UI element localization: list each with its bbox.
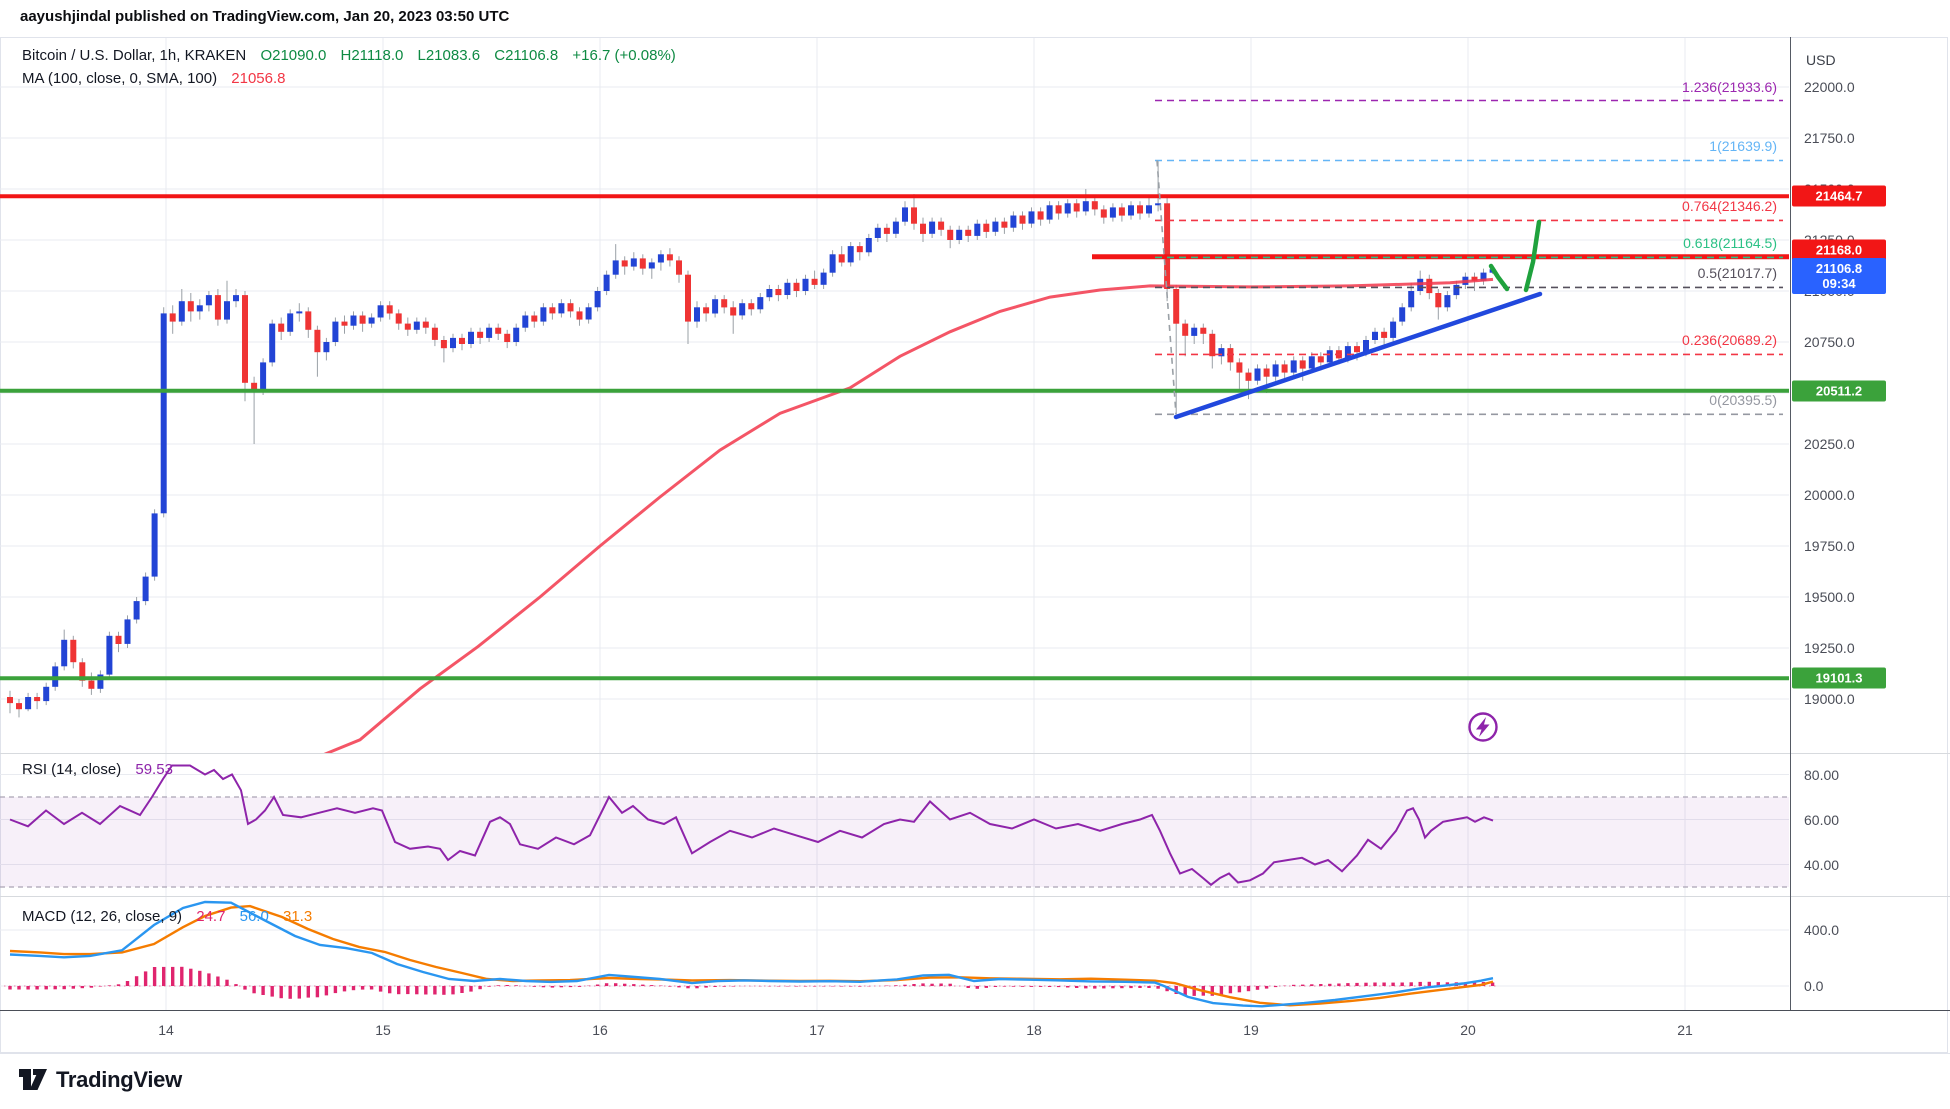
ma-value: 21056.8: [231, 70, 286, 87]
rsi-line: [9, 764, 1494, 887]
level-price-badge: 19101.3: [1792, 667, 1886, 689]
time-tick-label: 14: [158, 1022, 174, 1038]
time-tick-label: 16: [592, 1022, 608, 1038]
support-resistance-lines: [0, 194, 1789, 681]
rsi-label: RSI (14, close): [22, 761, 122, 778]
rsi-tick-label: 60.00: [1804, 811, 1840, 828]
level-price-badge: 21464.7: [1792, 185, 1886, 207]
current-price-badge: 21106.8: [1815, 261, 1863, 277]
gridlines: [0, 38, 1789, 1010]
ma-line: [323, 277, 1494, 753]
time-tick-label: 15: [375, 1022, 391, 1038]
tradingview-logo[interactable]: TradingView: [18, 1066, 182, 1094]
time-tick-label: 21: [1677, 1022, 1693, 1038]
ohlc-low: L21083.6: [417, 47, 481, 64]
macd-line-value: 56.0: [239, 908, 269, 925]
pane-separator-macd[interactable]: [0, 896, 1950, 897]
ohlc-close: C21106.8: [494, 47, 559, 64]
price-tick-label: 19000.0: [1804, 691, 1855, 707]
symbol-legend[interactable]: Bitcoin / U.S. Dollar, 1h, KRAKEN O21090…: [22, 47, 676, 64]
macd-line: [9, 900, 1494, 1008]
fib-level-label: 0.5(21017.7): [1697, 265, 1777, 282]
fib-level-label: 0.764(21346.2): [1682, 198, 1777, 215]
green-arrow-mark: [1523, 219, 1542, 293]
tradingview-logo-icon: [19, 1069, 47, 1090]
price-tick-label: 21750.0: [1804, 130, 1855, 146]
macd-legend[interactable]: MACD (12, 26, close, 9) 24.7 56.0 31.3: [22, 908, 312, 925]
chart-frame: [0, 37, 1948, 1053]
candles: [7, 160, 1496, 718]
price-tick-label: 20000.0: [1804, 487, 1855, 503]
macd-hist-value: 24.7: [196, 908, 226, 925]
fib-level-label: 0.236(20689.2): [1682, 332, 1777, 349]
fib-level-label: 0(20395.5): [1709, 392, 1777, 409]
price-tick-label: 20750.0: [1804, 334, 1855, 350]
rsi-band: [0, 797, 1789, 887]
fib-level-label: 0.618(21164.5): [1683, 235, 1777, 252]
rsi-tick-label: 80.00: [1804, 766, 1840, 783]
price-tick-label: 22000.0: [1804, 79, 1855, 95]
currency-label: USD: [1806, 52, 1836, 68]
lightning-icon: [1468, 712, 1498, 742]
macd-signal-value: 31.3: [282, 908, 313, 925]
price-tick-label: 19500.0: [1804, 589, 1855, 605]
price-tick-label: 20250.0: [1804, 436, 1855, 452]
time-tick-label: 17: [809, 1022, 825, 1038]
trendline: [1173, 291, 1543, 420]
fib-retracement: [1155, 99, 1783, 416]
ohlc-open: O21090.0: [260, 47, 327, 64]
level-price-badge: 21168.0: [1792, 239, 1886, 261]
green-arrow-mark: [1488, 263, 1510, 292]
price-tick-label: 19750.0: [1804, 538, 1855, 554]
tradingview-logo-text: TradingView: [56, 1067, 182, 1092]
time-tick-label: 19: [1243, 1022, 1259, 1038]
price-tick-label: 19250.0: [1804, 640, 1855, 656]
time-axis-bottom-border: [0, 1053, 1950, 1054]
time-axis-border: [0, 1010, 1950, 1011]
time-tick-label: 18: [1026, 1022, 1042, 1038]
ma-legend[interactable]: MA (100, close, 0, SMA, 100) 21056.8: [22, 70, 286, 87]
pane-separator-rsi[interactable]: [0, 753, 1950, 754]
rsi-legend[interactable]: RSI (14, close) 59.53: [22, 761, 173, 778]
fib-level-label: 1(21639.9): [1709, 138, 1777, 155]
attribution-text: aayushjindal published on TradingView.co…: [20, 8, 510, 25]
fib-level-label: 1.236(21933.6): [1682, 78, 1777, 95]
ohlc-high: H21118.0: [340, 47, 404, 64]
bar-countdown: 09:34: [1822, 276, 1856, 292]
rsi-value: 59.53: [135, 761, 173, 778]
ma-label: MA (100, close, 0, SMA, 100): [22, 70, 218, 87]
symbol-title: Bitcoin / U.S. Dollar, 1h, KRAKEN: [22, 47, 247, 64]
rsi-tick-label: 40.00: [1804, 856, 1840, 873]
macd-histogram: [8, 966, 1495, 999]
time-tick-label: 20: [1460, 1022, 1476, 1038]
price-change: +16.7 (+0.08%): [572, 47, 676, 64]
level-price-badge: 20511.2: [1792, 380, 1886, 402]
macd-tick-label: 400.0: [1804, 922, 1840, 938]
price-axis-border: [1790, 37, 1791, 1010]
macd-tick-label: 0.0: [1804, 978, 1824, 994]
macd-label: MACD (12, 26, close, 9): [22, 908, 183, 925]
